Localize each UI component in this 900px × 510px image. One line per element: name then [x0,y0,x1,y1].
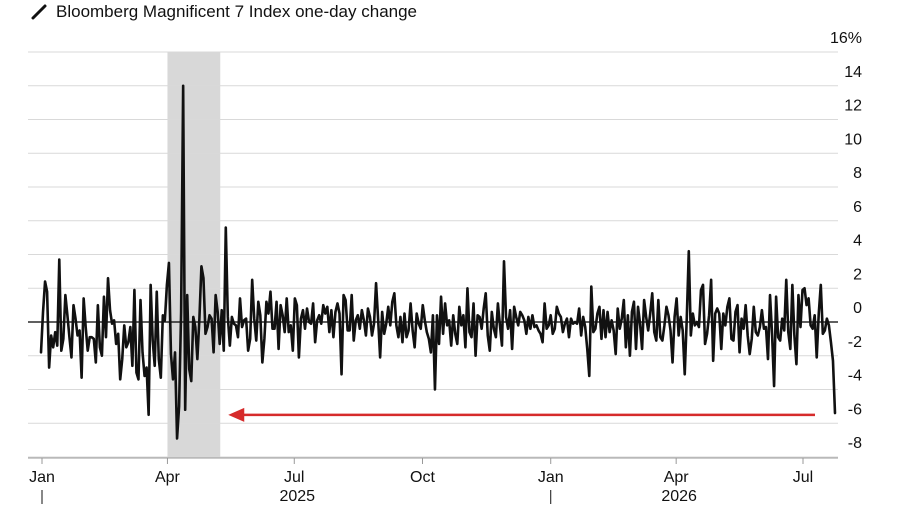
x-tick-label: Apr [155,469,181,486]
y-tick-label: 0 [853,300,862,317]
y-tick-label: -8 [848,435,862,452]
x-tick-label: Jul [284,469,304,486]
y-tick-label: 6 [853,199,862,216]
arrow-head [228,407,245,422]
y-tick-label: -6 [848,401,862,418]
y-tick-label: 4 [853,233,862,250]
x-tick-label: Apr [664,469,690,486]
y-tick-label: 14 [844,64,862,81]
series-line [39,84,837,440]
y-tick-label: 8 [853,165,862,182]
y-tick-label: 10 [844,131,862,148]
chart-title: Bloomberg Magnificent 7 Index one-day ch… [56,2,418,21]
chart-title-row: Bloomberg Magnificent 7 Index one-day ch… [30,2,417,22]
x-tick-label: Oct [410,469,435,486]
x-tick-label: Jul [793,469,813,486]
x-tick-label: Jan [29,469,55,486]
x-tick-label: Jan [538,469,564,486]
y-tick-label: -4 [848,368,862,385]
year-label: 2025 [279,488,315,505]
year-label: 2026 [661,488,697,505]
y-tick-label: 2 [853,266,862,283]
y-tick-label: 12 [844,98,862,115]
y-tick-label: 16% [830,30,862,47]
y-tick-label: -2 [848,334,862,351]
line-chart-icon [31,4,47,20]
